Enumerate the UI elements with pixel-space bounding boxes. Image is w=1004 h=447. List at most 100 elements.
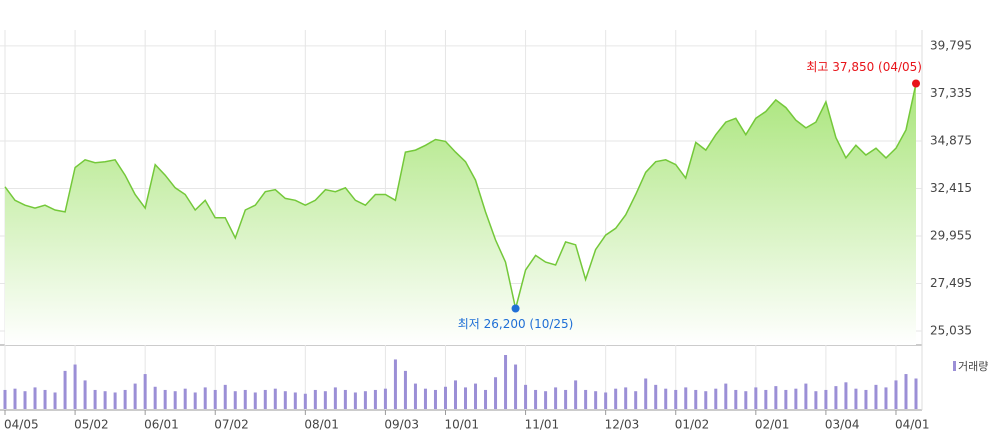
volume-bar <box>624 387 628 409</box>
y-tick-label: 34,875 <box>930 133 972 147</box>
volume-bar <box>233 391 237 409</box>
volume-bar <box>904 374 908 409</box>
y-tick-label: 27,495 <box>930 276 972 290</box>
volume-bar <box>794 388 798 409</box>
volume-bar <box>464 387 468 409</box>
y-tick-label: 39,795 <box>930 38 972 52</box>
volume-bar <box>283 391 287 409</box>
volume-bar <box>313 389 317 409</box>
volume-bar <box>353 392 357 409</box>
volume-bar <box>373 389 377 409</box>
volume-bar <box>684 387 688 409</box>
x-tick-label: 06/01 <box>144 418 179 432</box>
volume-bar <box>263 389 267 409</box>
legend-label: 거래량 <box>958 360 988 373</box>
volume-bar <box>73 364 77 409</box>
volume-bar <box>894 380 898 409</box>
volume-bar <box>413 383 417 409</box>
volume-bar <box>43 389 47 409</box>
annotation-dot <box>511 304 520 313</box>
volume-bar <box>333 387 337 409</box>
volume-bar <box>824 389 828 409</box>
volume-bar <box>423 388 427 409</box>
legend-swatch <box>953 361 956 371</box>
volume-bar <box>393 359 397 409</box>
volume-bar <box>293 392 297 409</box>
volume-bar <box>754 387 758 409</box>
volume-bar <box>784 389 788 409</box>
volume-bar <box>554 387 558 409</box>
volume-bar <box>604 392 608 409</box>
volume-bar <box>443 386 447 409</box>
volume-bar <box>453 380 457 409</box>
volume-bar <box>564 389 568 409</box>
volume-bar <box>273 388 277 409</box>
y-tick-label: 32,415 <box>930 181 972 195</box>
x-tick-label: 12/03 <box>605 418 640 432</box>
volume-bar <box>23 391 27 409</box>
x-tick-label: 04/01 <box>895 418 930 432</box>
volume-bar <box>203 387 207 409</box>
volume-bar <box>744 391 748 409</box>
volume-bar <box>614 388 618 409</box>
volume-bar <box>253 392 257 409</box>
volume-bar <box>223 384 227 409</box>
volume-bar <box>544 391 548 409</box>
volume-bar <box>804 383 808 409</box>
volume-bar <box>133 383 137 409</box>
volume-bar <box>834 386 838 409</box>
price-line <box>4 83 917 309</box>
volume-bar <box>93 389 97 409</box>
volume-bar <box>854 388 858 409</box>
volume-bar <box>193 392 197 409</box>
annotation-label: 최고 37,850 (04/05) <box>806 60 922 74</box>
volume-bar <box>33 387 37 409</box>
volume-bar <box>704 391 708 409</box>
volume-bar <box>674 389 678 409</box>
x-tick-label: 03/04 <box>825 418 860 432</box>
volume-bar <box>884 387 888 409</box>
volume-bar <box>644 378 648 409</box>
volume-bar <box>433 389 437 409</box>
volume-bar <box>153 386 157 409</box>
volume-bar <box>864 389 868 409</box>
volume-bar <box>724 383 728 409</box>
annotation-dot <box>912 79 920 88</box>
volume-bar <box>574 380 578 409</box>
volume-bar <box>774 386 778 409</box>
volume-bar <box>163 389 167 409</box>
y-tick-label: 29,955 <box>930 228 972 242</box>
volume-bar <box>103 391 107 409</box>
volume-bar <box>594 391 598 409</box>
volume-bar <box>584 389 588 409</box>
y-tick-label: 25,035 <box>930 323 972 337</box>
volume-bar <box>514 364 518 409</box>
volume-bar <box>664 388 668 409</box>
volume-bar <box>634 391 638 409</box>
volume-bar <box>343 389 347 409</box>
x-tick-label: 09/03 <box>384 418 419 432</box>
volume-bar <box>363 391 367 409</box>
volume-bar <box>844 382 848 409</box>
volume-bar <box>874 384 878 409</box>
volume-bar <box>183 388 187 409</box>
volume-bar <box>143 374 147 409</box>
volume-bar <box>83 380 87 409</box>
volume-bar <box>764 389 768 409</box>
volume-bar <box>303 393 307 409</box>
volume-bar <box>474 383 478 409</box>
volume-bar <box>53 392 57 409</box>
volume-bar <box>383 388 387 409</box>
volume-bar <box>13 388 17 409</box>
x-tick-label: 08/01 <box>304 418 339 432</box>
annotation-label: 최저 26,200 (10/25) <box>458 317 574 331</box>
y-tick-label: 37,335 <box>930 86 972 100</box>
x-tick-label: 04/05 <box>4 418 39 432</box>
volume-bar <box>654 384 658 409</box>
volume-bar <box>504 355 508 409</box>
volume-bar <box>694 389 698 409</box>
volume-bar <box>494 377 498 409</box>
volume-bar <box>734 389 738 409</box>
